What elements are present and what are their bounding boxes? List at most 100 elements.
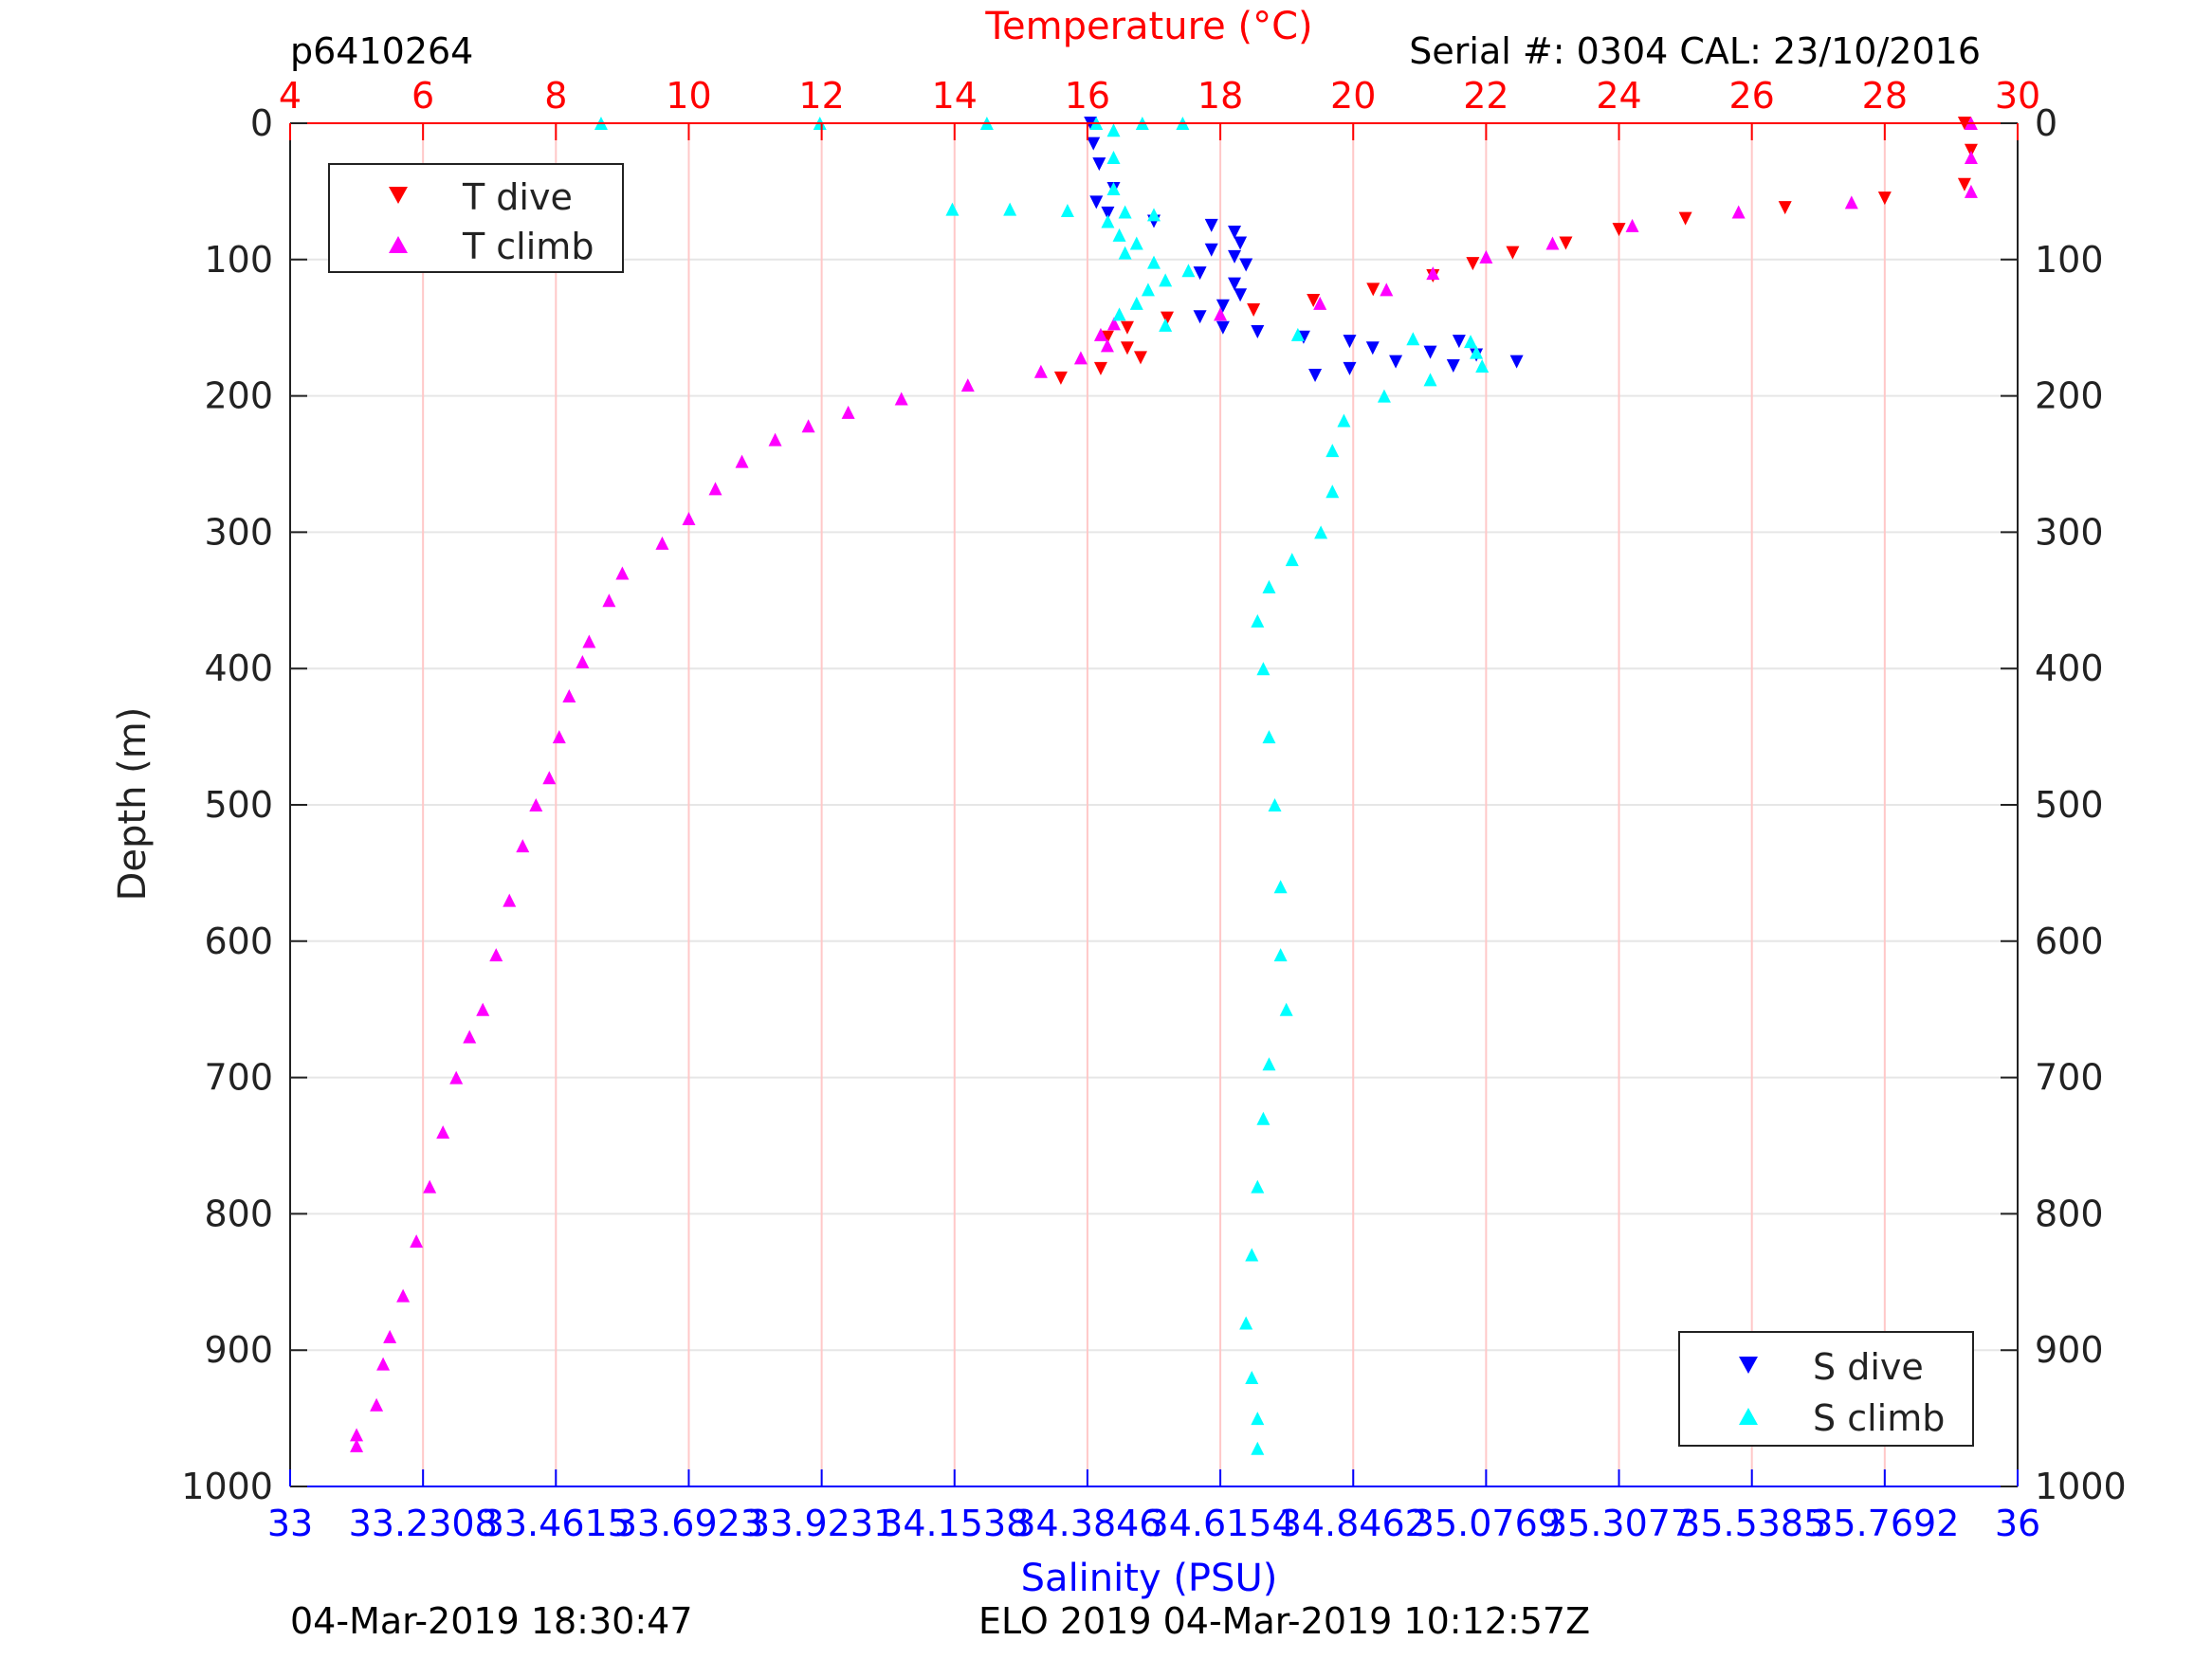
depth-tick-label-right: 500 bbox=[2035, 784, 2104, 826]
depth-tick-label-right: 100 bbox=[2035, 239, 2104, 281]
depth-tick-label-left: 300 bbox=[204, 511, 273, 553]
data-point bbox=[1214, 307, 1228, 321]
data-point bbox=[1475, 358, 1490, 373]
data-point bbox=[1247, 303, 1261, 318]
temperature-tick-label: 12 bbox=[798, 75, 844, 117]
depth-tick-label-right: 900 bbox=[2035, 1329, 2104, 1371]
salinity-tick-label: 33.6923 bbox=[614, 1503, 763, 1544]
data-point bbox=[768, 432, 782, 447]
salinity-tick-label: 35.0769 bbox=[1412, 1503, 1561, 1544]
data-point bbox=[516, 839, 530, 853]
depth-tick-label-left: 100 bbox=[204, 239, 273, 281]
depth-tick-label-right: 200 bbox=[2035, 375, 2104, 417]
temperature-tick-label: 16 bbox=[1065, 75, 1110, 117]
data-point bbox=[1964, 184, 1978, 198]
data-point bbox=[1731, 205, 1746, 219]
data-point bbox=[801, 419, 815, 433]
salinity-tick-label: 35.3077 bbox=[1545, 1503, 1693, 1544]
data-point bbox=[1141, 283, 1155, 297]
series-t-dive bbox=[1053, 117, 1978, 385]
data-point bbox=[1129, 236, 1143, 250]
data-point bbox=[735, 454, 749, 468]
data-point bbox=[1325, 484, 1340, 499]
data-point bbox=[1112, 228, 1126, 242]
salinity-tick-label: 33.9231 bbox=[747, 1503, 896, 1544]
temperature-tick-label: 26 bbox=[1729, 75, 1775, 117]
legend-item-t-dive: T dive bbox=[330, 171, 622, 220]
temperature-tick-label: 4 bbox=[279, 75, 302, 117]
data-point bbox=[1273, 880, 1288, 894]
data-point bbox=[1426, 266, 1440, 281]
data-point bbox=[1844, 195, 1858, 210]
grid-layer bbox=[289, 122, 2019, 1487]
tick-layer: 0 0 100 100 200 200 300 300 400 400 500 500 600 600 70… bbox=[181, 75, 2126, 1544]
salinity-tick-label: 34.8462 bbox=[1279, 1503, 1428, 1544]
legend-label-t-dive: T dive bbox=[463, 176, 573, 218]
data-point bbox=[1216, 299, 1230, 313]
data-point bbox=[1161, 311, 1175, 325]
depth-tick-label-left: 800 bbox=[204, 1193, 273, 1234]
triangle-down-icon bbox=[389, 187, 408, 204]
data-point bbox=[1778, 201, 1792, 215]
data-point bbox=[1285, 553, 1299, 567]
data-point bbox=[489, 948, 503, 962]
data-point bbox=[1118, 205, 1132, 219]
depth-axis-title: Depth (m) bbox=[111, 706, 155, 902]
data-point bbox=[1290, 327, 1305, 341]
data-point bbox=[1423, 373, 1437, 387]
data-point bbox=[1101, 214, 1115, 228]
data-point bbox=[1204, 243, 1218, 257]
data-point bbox=[396, 1288, 411, 1303]
legend-item-t-climb: T climb bbox=[330, 220, 622, 269]
data-point bbox=[1464, 335, 1478, 349]
salinity-legend: S dive S climb bbox=[1678, 1331, 1974, 1447]
data-point bbox=[1101, 206, 1115, 220]
data-point bbox=[655, 536, 669, 550]
triangle-up-icon bbox=[1739, 1408, 1758, 1425]
data-point bbox=[1612, 223, 1626, 237]
data-point bbox=[1957, 177, 1971, 191]
data-point bbox=[1092, 157, 1106, 172]
depth-tick-label-left: 200 bbox=[204, 375, 273, 417]
data-point bbox=[1251, 1441, 1265, 1455]
data-point bbox=[1053, 371, 1068, 385]
data-point bbox=[682, 512, 696, 526]
data-point bbox=[1093, 361, 1107, 375]
data-point bbox=[1003, 202, 1017, 216]
data-point bbox=[708, 482, 722, 496]
legend-marker-s-dive bbox=[1739, 1357, 1758, 1374]
data-point bbox=[1307, 293, 1321, 307]
data-point bbox=[1133, 351, 1147, 365]
data-point bbox=[1228, 277, 1242, 291]
depth-tick-label-left: 0 bbox=[250, 102, 273, 144]
depth-tick-label-right: 1000 bbox=[2035, 1466, 2127, 1507]
temperature-tick-label: 28 bbox=[1862, 75, 1908, 117]
data-point bbox=[449, 1070, 464, 1085]
depth-tick-label-left: 400 bbox=[204, 647, 273, 689]
data-point bbox=[1343, 361, 1357, 375]
series-s-climb bbox=[594, 117, 1490, 1455]
data-point bbox=[894, 392, 908, 406]
data-point bbox=[1129, 296, 1143, 310]
data-point bbox=[529, 798, 543, 811]
data-point bbox=[1120, 320, 1134, 335]
depth-tick-label-left: 900 bbox=[204, 1329, 273, 1371]
depth-tick-label-left: 600 bbox=[204, 921, 273, 962]
data-point bbox=[1380, 283, 1394, 297]
data-point bbox=[1106, 150, 1121, 164]
data-point bbox=[1313, 296, 1327, 310]
data-point bbox=[503, 893, 517, 907]
data-point bbox=[1106, 123, 1121, 137]
depth-tick-label-right: 0 bbox=[2035, 102, 2057, 144]
data-point bbox=[1964, 150, 1978, 164]
data-point bbox=[376, 1357, 391, 1371]
depth-tick-label-left: 500 bbox=[204, 784, 273, 826]
data-point bbox=[1389, 355, 1403, 369]
data-point bbox=[582, 634, 596, 648]
data-point bbox=[841, 405, 855, 419]
data-point bbox=[1251, 325, 1265, 339]
data-point bbox=[1089, 195, 1104, 210]
data-point bbox=[423, 1179, 437, 1194]
data-point bbox=[1251, 613, 1265, 628]
data-point bbox=[1033, 364, 1048, 378]
